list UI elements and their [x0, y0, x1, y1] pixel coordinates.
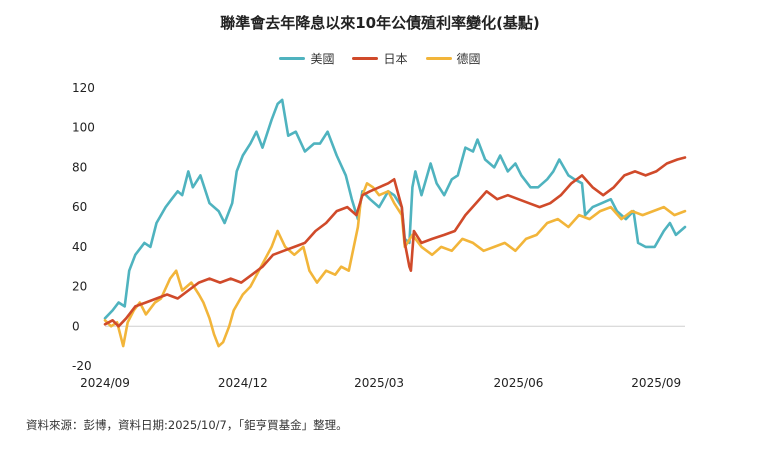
series-line-2 [103, 182, 687, 348]
y-tick-label: 0 [72, 319, 80, 333]
legend-item: 美國 [279, 50, 334, 67]
legend-label: 日本 [383, 52, 408, 66]
legend-swatch [425, 57, 452, 60]
legend-label: 德國 [456, 52, 481, 66]
y-tick-label: -20 [72, 359, 92, 373]
legend-swatch [279, 57, 306, 60]
y-tick-label: 60 [72, 200, 87, 214]
chart-legend: 美國 日本 德國 [0, 50, 760, 67]
x-tick-label: 2024/09 [80, 376, 130, 390]
source-note: 資料來源：彭博，資料日期:2025/10/7，「鉅亨買基金」整理。 [26, 418, 348, 432]
legend-swatch [352, 57, 379, 60]
y-tick-label: 40 [72, 240, 87, 254]
y-tick-label: 80 [72, 160, 87, 174]
x-tick-label: 2025/03 [354, 376, 404, 390]
x-tick-label: 2025/06 [493, 376, 543, 390]
chart-title: 聯準會去年降息以來10年公債殖利率變化(基點) [220, 14, 540, 32]
legend-item: 德國 [425, 50, 481, 67]
x-tick-label: 2024/12 [218, 376, 268, 390]
legend-item: 日本 [352, 50, 408, 67]
series-line-0 [103, 98, 687, 320]
y-tick-label: 120 [72, 81, 95, 95]
series-line-1 [103, 156, 687, 328]
y-tick-label: 100 [72, 121, 95, 135]
y-tick-label: 20 [72, 280, 87, 294]
x-tick-label: 2025/09 [631, 376, 681, 390]
legend-label: 美國 [310, 52, 335, 66]
